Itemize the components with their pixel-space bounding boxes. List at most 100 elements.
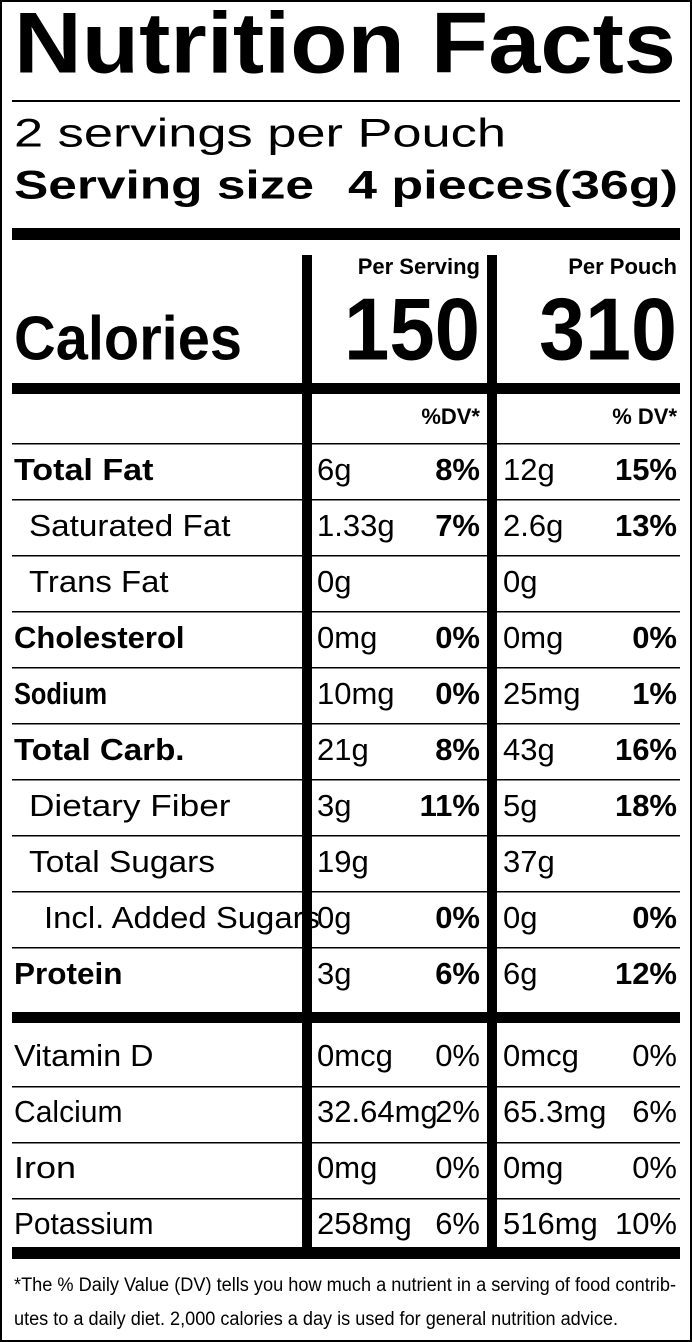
daily-value: 18%: [615, 788, 677, 823]
footnote: utes to a daily diet. 2,000 calories a d…: [14, 1309, 618, 1330]
daily-value: 0%: [632, 1038, 677, 1073]
column-header: Per Pouch: [568, 254, 677, 279]
row-rule: [12, 1142, 680, 1144]
daily-value: 0%: [632, 900, 677, 935]
daily-value: 6%: [435, 1206, 480, 1241]
row-rule: [12, 835, 680, 837]
amount: 0mg: [503, 1150, 563, 1185]
thick-rule: [12, 383, 680, 394]
servings: 2 servings per Pouch: [14, 112, 506, 156]
nutrient-name: Total Carb.: [14, 732, 185, 767]
row-rule: [12, 499, 680, 501]
amount: 5g: [503, 788, 537, 823]
amount: 19g: [317, 844, 369, 879]
daily-value: 0%: [435, 1038, 480, 1073]
amount: 37g: [503, 844, 555, 879]
amount: 0mcg: [317, 1038, 393, 1073]
calories-value: 150: [344, 279, 480, 378]
serving-size-label: Serving size: [14, 164, 314, 208]
daily-value: 6%: [435, 956, 480, 991]
column-divider: [487, 255, 497, 1247]
amount: 0g: [503, 900, 537, 935]
nutrient-name: Incl. Added Sugars: [44, 900, 320, 935]
daily-value: 0%: [435, 620, 480, 655]
serving-size-value: 4 pieces(36g): [348, 164, 678, 208]
daily-value: 0%: [435, 900, 480, 935]
daily-value: 6%: [632, 1094, 677, 1129]
nutrient-name: Vitamin D: [14, 1038, 154, 1073]
daily-value: 10%: [615, 1206, 677, 1241]
nutrient-name: Dietary Fiber: [29, 788, 231, 823]
amount: 1.33g: [317, 508, 395, 543]
daily-value: 0%: [632, 620, 677, 655]
daily-value: 15%: [615, 452, 677, 487]
dv-header: %DV*: [421, 404, 480, 429]
amount: 10mg: [317, 676, 395, 711]
row-rule: [12, 443, 680, 445]
nutrient-name: Total Sugars: [29, 844, 215, 879]
amount: 21g: [317, 732, 369, 767]
amount: 25mg: [503, 676, 581, 711]
row-rule: [12, 667, 680, 669]
amount: 258mg: [317, 1206, 412, 1241]
row-rule: [12, 1198, 680, 1200]
dv-header: % DV*: [612, 404, 677, 429]
daily-value: 1%: [632, 676, 677, 711]
amount: 3g: [317, 956, 351, 991]
daily-value: 0%: [632, 1150, 677, 1185]
row-rule: [12, 723, 680, 725]
amount: 3g: [317, 788, 351, 823]
row-rule: [12, 891, 680, 893]
amount: 0mg: [317, 620, 377, 655]
calories-label: Calories: [14, 304, 242, 373]
daily-value: 7%: [435, 508, 480, 543]
amount: 516mg: [503, 1206, 598, 1241]
nutrient-name: Trans Fat: [29, 564, 169, 599]
nutrient-name: Total Fat: [14, 452, 154, 487]
amount: 0g: [317, 900, 351, 935]
nutrient-name: Iron: [14, 1150, 76, 1185]
rule: [12, 100, 680, 102]
thick-rule: [12, 1012, 680, 1023]
nutrient-name: Cholesterol: [14, 620, 185, 655]
title: Nutrition Facts: [14, 0, 676, 92]
amount: 6g: [317, 452, 351, 487]
amount: 32.64mg: [317, 1094, 438, 1129]
nutrient-name: Calcium: [14, 1094, 123, 1129]
daily-value: 8%: [435, 452, 480, 487]
row-rule: [12, 779, 680, 781]
thick-rule: [12, 1247, 680, 1259]
column-divider: [302, 255, 312, 1247]
row-rule: [12, 947, 680, 949]
amount: 0mcg: [503, 1038, 579, 1073]
daily-value: 13%: [615, 508, 677, 543]
nutrient-name: Protein: [14, 956, 123, 991]
thick-rule: [12, 228, 680, 240]
amount: 2.6g: [503, 508, 563, 543]
nutrient-name: Saturated Fat: [29, 508, 231, 543]
column-header: Per Serving: [358, 254, 480, 279]
footnote: *The % Daily Value (DV) tells you how mu…: [14, 1275, 676, 1296]
amount: 0mg: [317, 1150, 377, 1185]
daily-value: 8%: [435, 732, 480, 767]
amount: 0g: [503, 564, 537, 599]
nutrient-name: Sodium: [14, 676, 107, 711]
row-rule: [12, 1086, 680, 1088]
daily-value: 12%: [615, 956, 677, 991]
daily-value: 11%: [420, 788, 480, 823]
amount: 12g: [503, 452, 555, 487]
amount: 6g: [503, 956, 537, 991]
row-rule: [12, 555, 680, 557]
amount: 0g: [317, 564, 351, 599]
amount: 65.3mg: [503, 1094, 606, 1129]
daily-value: 16%: [615, 732, 677, 767]
calories-value: 310: [539, 279, 677, 378]
row-rule: [12, 611, 680, 613]
nutrient-name: Potassium: [14, 1206, 154, 1241]
daily-value: 2%: [435, 1094, 480, 1129]
daily-value: 0%: [435, 1150, 480, 1185]
amount: 0mg: [503, 620, 563, 655]
